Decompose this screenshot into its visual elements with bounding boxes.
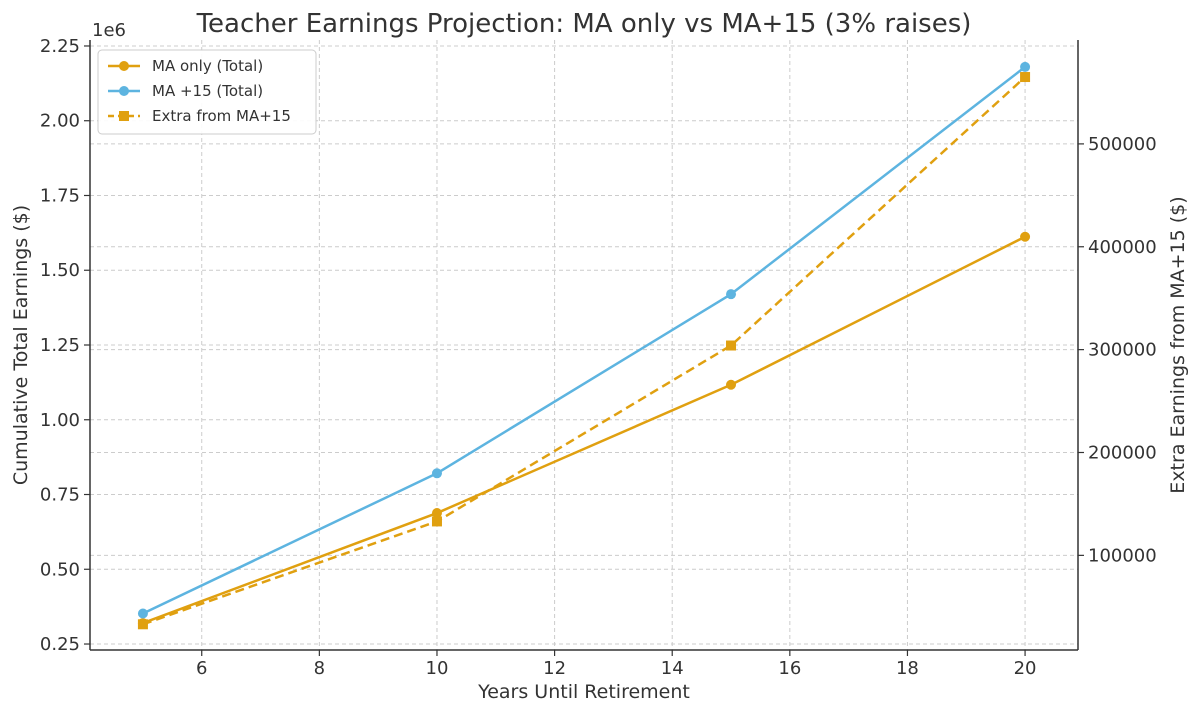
x-tick-label: 20: [1014, 658, 1037, 679]
y-tick-label: 0.50: [40, 559, 80, 580]
legend-marker-ma-15-total: [119, 86, 129, 96]
y-axis-offset-label: 1e6: [92, 20, 126, 41]
y2-axis-title: Extra Earnings from MA+15 ($): [1167, 196, 1189, 493]
y-tick-label: 1.75: [40, 185, 80, 206]
legend-label-extra-from-ma-15: Extra from MA+15: [152, 107, 291, 125]
x-tick-label: 8: [314, 658, 325, 679]
y2-tick-label: 500000: [1088, 134, 1157, 155]
x-axis-title: Years Until Retirement: [477, 681, 690, 703]
data-point-ma-only-total: [726, 379, 737, 390]
y2-tick-label: 200000: [1088, 442, 1157, 463]
y-tick-label: 1.00: [40, 410, 80, 431]
data-point-ma-15-total: [726, 289, 737, 300]
data-point-extra-from-ma-15: [726, 340, 737, 351]
y-tick-label: 0.75: [40, 485, 80, 506]
y-tick-label: 2.25: [40, 36, 80, 57]
legend-box: [97, 49, 317, 135]
data-point-ma-only-total: [1020, 231, 1031, 242]
ticks: 6 8 10 12 14 16 18 20 0.25 0.50 0.75 1.00 1.25 1.50 1.…: [40, 36, 1157, 679]
y-axis-title: Cumulative Total Earnings ($): [10, 205, 32, 485]
y-tick-label: 1.50: [40, 260, 80, 281]
x-tick-label: 10: [426, 658, 449, 679]
legend-marker-ma-only-total: [119, 61, 129, 71]
x-tick-label: 18: [896, 658, 919, 679]
data-point-ma-15-total: [431, 468, 442, 479]
y2-tick-label: 100000: [1088, 545, 1157, 566]
series-line-ma-only-total: [142, 235, 1026, 625]
series-line-ma-15-total: [142, 65, 1026, 615]
series: [137, 61, 1031, 630]
y-tick-label: 1.25: [40, 335, 80, 356]
y2-tick-label: 400000: [1088, 237, 1157, 258]
data-point-ma-only-total: [431, 508, 442, 519]
y2-tick-label: 300000: [1088, 340, 1157, 361]
data-point-ma-15-total: [137, 608, 148, 619]
chart-title: Teacher Earnings Projection: MA only vs …: [196, 9, 972, 39]
series-line-extra-from-ma-15: [142, 76, 1026, 626]
legend: MA only (Total) MA +15 (Total) Extra from …: [97, 49, 317, 135]
data-point-extra-from-ma-15: [1020, 72, 1031, 83]
x-tick-label: 6: [196, 658, 207, 679]
data-point-extra-from-ma-15: [431, 516, 442, 527]
y-tick-label: 2.00: [40, 111, 80, 132]
legend-label-ma-only-total: MA only (Total): [152, 57, 263, 75]
data-point-extra-from-ma-15: [137, 619, 148, 630]
legend-marker-extra-from-ma-15: [119, 111, 129, 121]
x-tick-label: 12: [543, 658, 566, 679]
x-tick-label: 14: [661, 658, 684, 679]
y-tick-label: 0.25: [40, 634, 80, 655]
data-point-ma-15-total: [1020, 61, 1031, 72]
x-tick-label: 16: [778, 658, 801, 679]
legend-label-ma-15-total: MA +15 (Total): [152, 82, 263, 100]
